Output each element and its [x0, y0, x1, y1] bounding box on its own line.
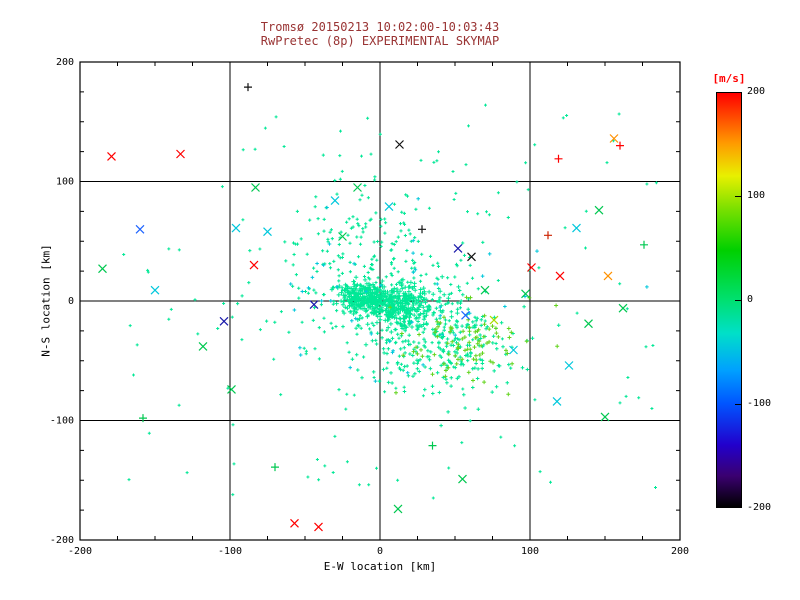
outlier-points — [107, 149, 565, 532]
colorbar-tick-label: -200 — [747, 502, 772, 513]
colorbar — [716, 92, 742, 508]
colorbar-tick-mark — [735, 404, 741, 405]
y-tick-label: -100 — [50, 416, 74, 427]
outlier-points — [603, 134, 619, 281]
scatter-points-upper-plume — [291, 132, 411, 307]
scatter-points-halo — [236, 205, 513, 392]
outlier-points — [150, 196, 581, 406]
plot-title-line2: RwPretec (8p) EXPERIMENTAL SKYMAP — [260, 34, 500, 48]
outlier-points — [139, 240, 648, 472]
colorbar-tick-mark — [735, 300, 741, 301]
x-tick-label: 200 — [671, 546, 689, 557]
outlier-points — [489, 315, 499, 325]
colorbar-tick-mark — [735, 507, 741, 508]
outlier-points — [554, 141, 624, 163]
outlier-points — [244, 83, 426, 234]
colorbar-tick-mark — [735, 196, 741, 197]
x-tick-label: 100 — [521, 546, 539, 557]
x-tick-label: -200 — [68, 546, 92, 557]
outlier-points — [219, 243, 463, 326]
scatter-points-lower-right-green — [388, 295, 560, 397]
y-tick-label: -200 — [50, 535, 74, 546]
colorbar-tick-label: 100 — [747, 190, 766, 201]
scatter-points-cyan-sprinkle — [288, 197, 649, 383]
scatter-layer — [98, 83, 658, 532]
plot-title-line1: Tromsø 20150213 10:02:00-10:03:43 — [260, 20, 500, 34]
x-tick-label: -100 — [218, 546, 242, 557]
y-tick-label: 100 — [56, 177, 74, 188]
colorbar-tick-mark — [735, 92, 741, 93]
colorbar-tick-label: 0 — [747, 294, 754, 305]
outlier-points — [395, 140, 476, 262]
x-tick-label: 0 — [377, 546, 383, 557]
outlier-points — [544, 231, 552, 240]
y-axis-label: N-S location [km] — [39, 244, 53, 357]
outlier-points — [135, 224, 470, 320]
outlier-points — [98, 183, 628, 514]
colorbar-label: [m/s] — [712, 72, 746, 85]
x-axis-label: E-W location [km] — [323, 560, 437, 573]
colorbar-tick-label: 200 — [747, 86, 766, 97]
colorbar-tick-label: -100 — [747, 398, 772, 409]
y-tick-label: 0 — [68, 296, 74, 307]
y-tick-label: 200 — [56, 57, 74, 68]
